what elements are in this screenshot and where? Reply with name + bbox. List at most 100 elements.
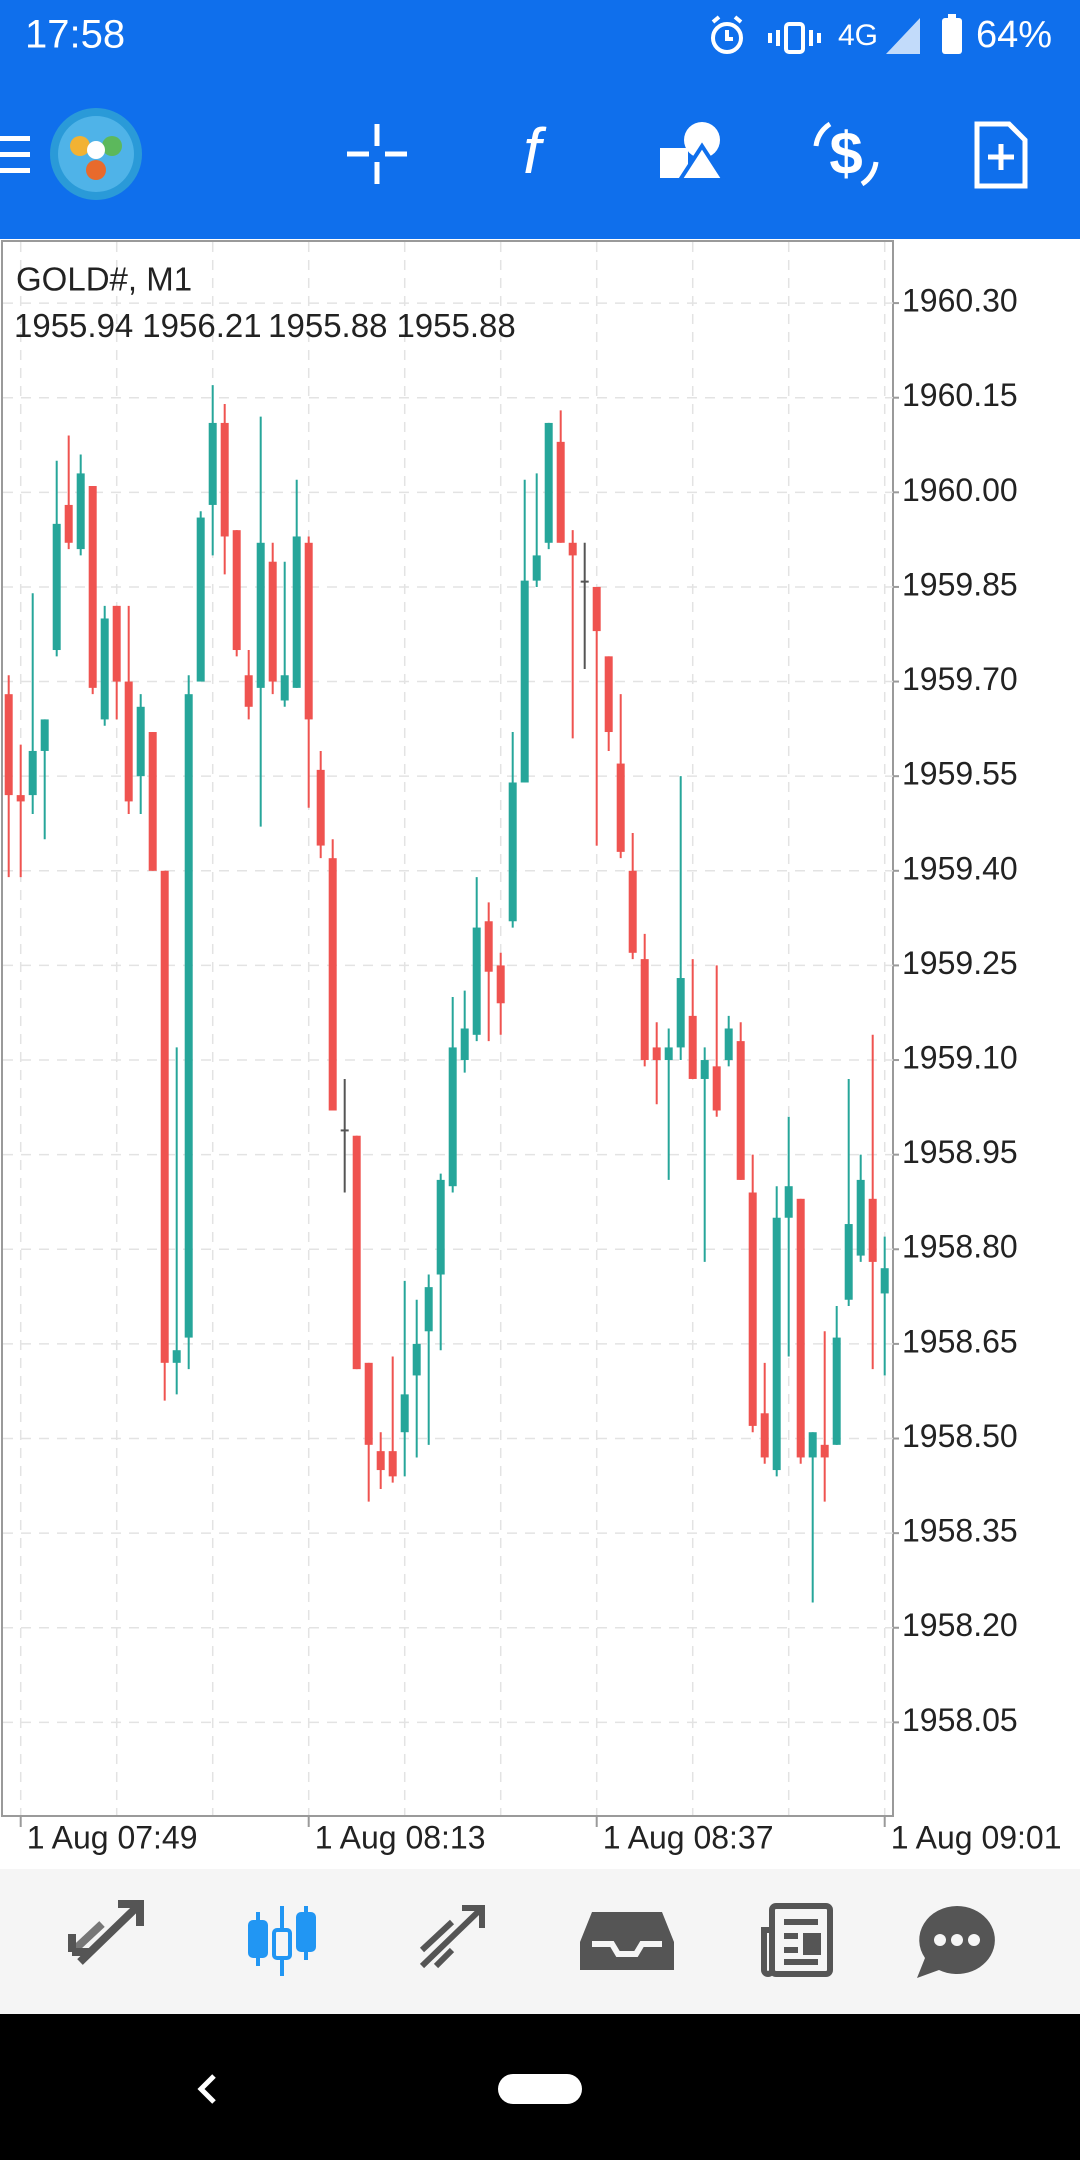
app-logo[interactable]	[50, 108, 142, 200]
candle-body	[220, 422, 229, 537]
y-tick-label: 1958.65	[902, 1323, 1018, 1359]
candle-body	[424, 1287, 433, 1332]
candle-body	[40, 719, 49, 751]
trade-arrows	[813, 121, 879, 187]
candle-body	[448, 1047, 457, 1187]
x-tick-label: 1 Aug 08:13	[315, 1819, 486, 1855]
signal-icon	[886, 18, 920, 54]
candle-body	[736, 1041, 745, 1180]
candle-body	[520, 580, 529, 783]
candle-body	[268, 561, 277, 682]
candle-body	[784, 1186, 793, 1218]
candle-body	[328, 858, 337, 1111]
y-tick-label: 1960.30	[902, 283, 1018, 319]
y-tick-label: 1959.40	[902, 850, 1018, 886]
ohlc-value: 1955.88	[396, 307, 515, 344]
status-network: 4G	[838, 19, 878, 52]
candle-body	[304, 542, 313, 720]
candle-body	[436, 1179, 445, 1275]
candle-body	[112, 605, 121, 682]
candle-body	[16, 795, 25, 802]
candle-body	[472, 927, 481, 1035]
candle-body	[388, 1451, 397, 1477]
candle-body	[616, 763, 625, 852]
ohlc-values: 1955.94 1956.21 1955.88 1955.88	[14, 307, 516, 344]
ohlc-value: 1955.88	[268, 307, 387, 344]
candle-body	[148, 732, 157, 871]
candle-body	[832, 1337, 841, 1445]
crosshair-button[interactable]	[347, 124, 407, 184]
candle-body	[88, 486, 97, 688]
candle-body	[532, 555, 541, 581]
candle-body	[484, 921, 493, 972]
trade-button[interactable]: $	[829, 120, 862, 187]
news-tab[interactable]	[761, 1903, 833, 1977]
x-tick-label: 1 Aug 08:37	[603, 1819, 774, 1855]
status-icons	[711, 15, 821, 54]
candle-body	[508, 782, 517, 922]
candle-body	[28, 750, 37, 796]
candle-body	[664, 1047, 673, 1061]
candle-body	[796, 1198, 805, 1458]
y-tick-label: 1958.35	[902, 1513, 1018, 1549]
trade-tab[interactable]	[419, 1905, 485, 1969]
candle-body	[172, 1350, 181, 1363]
candle-body	[64, 504, 73, 543]
y-tick-label: 1958.05	[902, 1702, 1018, 1738]
new-order-button[interactable]	[974, 121, 1028, 189]
candle-body	[604, 656, 613, 733]
chat-tab[interactable]	[917, 1906, 995, 1978]
candle-body	[868, 1198, 877, 1262]
candle-body	[640, 959, 649, 1061]
x-tick-label: 1 Aug 07:49	[27, 1819, 198, 1855]
ohlc-value: 1956.21	[142, 307, 260, 344]
y-tick-label: 1960.00	[902, 472, 1018, 508]
candle-body	[52, 523, 61, 651]
back-button[interactable]	[197, 2074, 216, 2104]
home-button[interactable]	[498, 2074, 582, 2104]
y-tick-label: 1958.20	[902, 1607, 1018, 1643]
candle-body	[316, 769, 325, 846]
candle-body	[748, 1192, 757, 1426]
candle-body	[676, 978, 685, 1048]
bottom-nav	[0, 1869, 1080, 2014]
y-tick-label: 1960.15	[902, 377, 1018, 413]
y-tick-label: 1958.80	[902, 1229, 1018, 1265]
candle-body	[580, 580, 589, 583]
candle-body	[292, 536, 301, 688]
history-tab[interactable]	[580, 1912, 674, 1970]
quotes-tab[interactable]	[68, 1900, 144, 1965]
candle-body	[136, 706, 145, 777]
y-tick-label: 1958.50	[902, 1418, 1018, 1454]
objects-button[interactable]	[660, 122, 728, 182]
candle-body	[556, 441, 565, 543]
candle-body	[712, 1066, 721, 1111]
candle-body	[400, 1394, 409, 1433]
candle-body	[376, 1451, 385, 1471]
candle-body	[844, 1224, 853, 1300]
candle-body	[760, 1413, 769, 1458]
candle-body	[808, 1432, 817, 1458]
candle-body	[76, 473, 85, 550]
candle-body	[364, 1362, 373, 1445]
y-tick-label: 1958.95	[902, 1134, 1018, 1170]
candle-body	[352, 1135, 361, 1370]
candle-body	[700, 1060, 709, 1079]
candle-body	[568, 542, 577, 556]
y-tick-label: 1959.55	[902, 756, 1018, 792]
candle-body	[652, 1047, 661, 1061]
battery-icon	[942, 18, 962, 54]
menu-button[interactable]	[0, 136, 30, 173]
candle-body	[544, 422, 553, 543]
status-battery: 64%	[976, 14, 1052, 56]
y-tick-label: 1959.70	[902, 661, 1018, 697]
candle-body	[460, 1028, 469, 1061]
chart-frame	[1, 240, 894, 1817]
ohlc-value: 1955.94	[14, 307, 133, 344]
candle-body	[244, 675, 253, 707]
candle-body	[208, 422, 217, 505]
candle-body	[820, 1444, 829, 1458]
chart-tab[interactable]	[248, 1906, 316, 1976]
